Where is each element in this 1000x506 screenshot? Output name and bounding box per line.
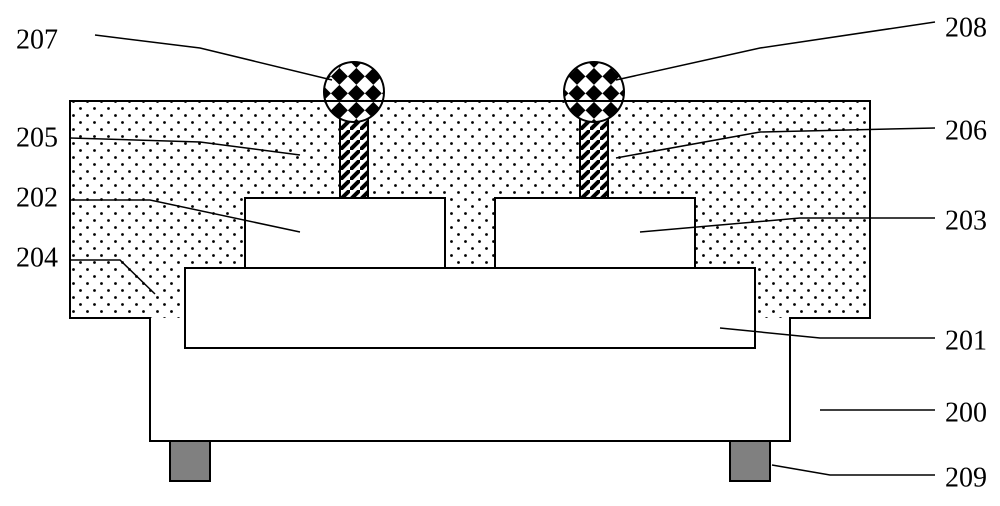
foot-209-right <box>730 441 770 481</box>
foot-209-left <box>170 441 210 481</box>
ball-208 <box>564 62 624 122</box>
label-201: 201 <box>945 325 987 356</box>
pillar-207 <box>340 118 368 198</box>
block-202 <box>245 198 445 268</box>
diagram-canvas: 207 205 202 204 208 206 203 201 200 209 <box>0 0 1000 506</box>
block-203 <box>495 198 695 268</box>
label-202: 202 <box>16 182 58 213</box>
ball-207 <box>324 62 384 122</box>
label-200: 200 <box>945 397 987 428</box>
label-204: 204 <box>16 242 58 273</box>
label-207: 207 <box>16 24 58 55</box>
label-208: 208 <box>945 12 987 43</box>
label-206: 206 <box>945 115 987 146</box>
label-203: 203 <box>945 205 987 236</box>
pillar-206 <box>580 118 608 198</box>
label-205: 205 <box>16 122 58 153</box>
label-209: 209 <box>945 462 987 493</box>
slab-201 <box>185 268 755 348</box>
